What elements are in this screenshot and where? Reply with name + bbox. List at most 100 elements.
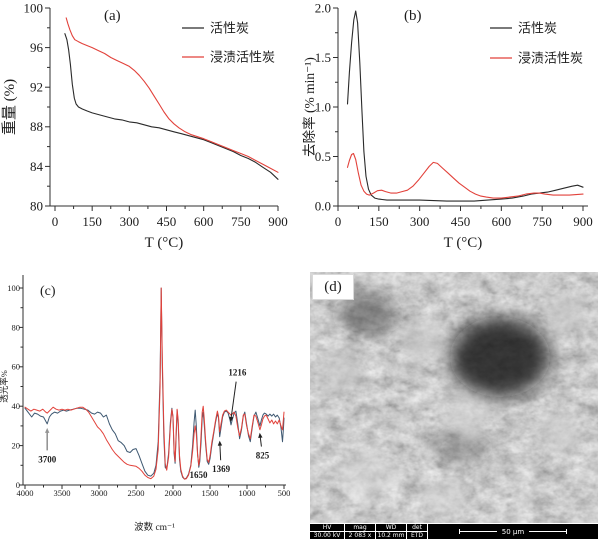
sem-hv-cell: HV 30.00 kV (310, 524, 345, 539)
chart-b-svg: 0 150 300 450 600 750 900 0.0 0.5 1.0 1.5 2.0 活性炭浸渍活… (301, 0, 593, 251)
annotation-label: 1216 (228, 368, 247, 378)
series-line (64, 33, 279, 180)
panel-d-label-text: (d) (324, 278, 342, 295)
y-tick-label: 80 (30, 198, 43, 213)
series-line (24, 287, 285, 480)
sem-dark-voids (338, 292, 550, 463)
y-tick-label: 0 (16, 480, 20, 490)
sem-hv-value: 30.00 kV (313, 532, 341, 539)
axes: 0 150 300 450 600 750 900 80 84 88 92 96 100 (24, 0, 288, 229)
annotation-label: 1650 (190, 470, 209, 480)
y-tick-label: 100 (24, 0, 44, 15)
x-tick-label: 500 (278, 488, 291, 498)
y-tick-label: 0.0 (315, 198, 331, 213)
y-axis-label: 重量 (%) (1, 79, 18, 135)
sem-det-cell: det ETD (407, 524, 428, 539)
x-tick-label: 750 (231, 214, 251, 229)
x-tick-label: 2500 (128, 488, 145, 498)
y-tick-label: 2.0 (315, 0, 331, 15)
sem-mag-value: 2 083 x (348, 532, 372, 539)
x-tick-label: 150 (369, 214, 389, 229)
panel-title: (b) (404, 8, 422, 24)
x-axis-label: 波数 cm⁻¹ (134, 521, 175, 533)
annotation-825: 825 (256, 432, 270, 460)
y-tick-label: 80 (12, 322, 21, 332)
annotation-3700: 3700 (38, 427, 57, 464)
y-axis-label: 去除率 (% min⁻¹) (301, 57, 317, 157)
panel-c-ftir-chart: 4000 3500 3000 2500 2000 1500 1000 500 0 20 40 60 80… (0, 262, 308, 541)
y-tick-label: 40 (12, 401, 21, 411)
panel-title: (c) (40, 284, 56, 299)
legend-label: 浸渍活性炭 (210, 49, 275, 64)
y-tick-label: 0.5 (315, 149, 331, 164)
x-axis-label: T (°C) (444, 235, 483, 251)
panel-a-tga-chart: 0 150 300 450 600 750 900 80 84 88 92 96 100 活性炭 浸渍活性炭… (0, 0, 300, 258)
y-tick-label: 88 (30, 119, 43, 134)
series-group (24, 287, 285, 480)
annotation-1216: 1216 (228, 368, 247, 422)
x-tick-label: 450 (157, 214, 177, 229)
x-tick-label: 600 (194, 214, 214, 229)
sem-det-value: ETD (410, 532, 424, 539)
x-tick-label: 3000 (91, 488, 108, 498)
sem-wd-value: 10.2 mm (377, 532, 405, 539)
sem-wd-label: WD (376, 524, 406, 532)
x-tick-label: 3500 (54, 488, 71, 498)
panel-d-label: (d) (312, 274, 354, 300)
x-tick-label: 4000 (17, 488, 34, 498)
x-tick-label: 1500 (202, 488, 219, 498)
annotation-label: 1369 (212, 464, 231, 474)
chart-a-svg: 0 150 300 450 600 750 900 80 84 88 92 96 100 活性炭浸渍活性炭… (1, 0, 288, 251)
panel-title: (a) (104, 8, 121, 24)
x-tick-label: 600 (492, 214, 512, 229)
axes: 4000 3500 3000 2500 2000 1500 1000 500 0 20 40 60 80… (7, 275, 290, 498)
axes: 0 150 300 450 600 750 900 0.0 0.5 1.0 1.5 2.0 (315, 0, 593, 229)
sem-hv-label: HV (310, 524, 344, 532)
sem-mag-cell: mag 2 083 x (345, 524, 376, 539)
series-group (64, 17, 279, 180)
x-tick-label: 300 (410, 214, 430, 229)
series-group (346, 10, 584, 202)
series-line (346, 152, 584, 199)
x-tick-label: 450 (451, 214, 471, 229)
legend-label: 活性炭 (210, 20, 249, 35)
y-axis-label: 透光率% (0, 370, 9, 403)
y-tick-label: 1.0 (315, 99, 331, 114)
annotation-label: 825 (256, 450, 270, 460)
series-line (346, 10, 584, 202)
scale-bar-right-line (529, 529, 568, 534)
annotation-1369: 1369 (212, 440, 231, 474)
chart-c-svg: 4000 3500 3000 2500 2000 1500 1000 500 0 20 40 60 80… (0, 275, 290, 533)
x-tick-label: 900 (573, 214, 593, 229)
sem-mag-label: mag (345, 524, 375, 532)
series-line (24, 287, 285, 480)
sem-det-label: det (407, 524, 427, 532)
series-line (65, 17, 279, 173)
annotation-label: 3700 (38, 454, 57, 464)
x-tick-label: 900 (268, 214, 288, 229)
sem-bright-flakes (318, 292, 588, 518)
sem-scale-bar: 50 μm (428, 524, 598, 539)
legend-label: 活性炭 (518, 20, 557, 35)
scale-bar-left-line (458, 529, 497, 534)
y-tick-label: 1.5 (315, 50, 331, 65)
sem-micrograph (310, 272, 598, 523)
x-tick-label: 2000 (165, 488, 182, 498)
x-tick-label: 750 (532, 214, 552, 229)
x-axis-label: T (°C) (145, 235, 184, 251)
panel-b-dtg-chart: 0 150 300 450 600 750 900 0.0 0.5 1.0 1.5 2.0 活性炭浸渍活… (300, 0, 600, 258)
panel-d-sem: (d) HV 30.00 kV mag 2 083 x WD 10.2 mm d… (310, 272, 598, 539)
y-tick-label: 60 (12, 362, 21, 372)
sem-wd-cell: WD 10.2 mm (376, 524, 407, 539)
legend-label: 浸渍活性炭 (518, 50, 583, 65)
y-tick-label: 20 (12, 440, 21, 450)
x-tick-label: 1000 (239, 488, 256, 498)
scale-bar-label: 50 μm (501, 527, 525, 536)
x-tick-label: 0 (335, 214, 342, 229)
y-tick-label: 92 (30, 80, 43, 95)
annotation-1650: 1650 (190, 470, 209, 480)
y-tick-label: 84 (30, 159, 44, 174)
